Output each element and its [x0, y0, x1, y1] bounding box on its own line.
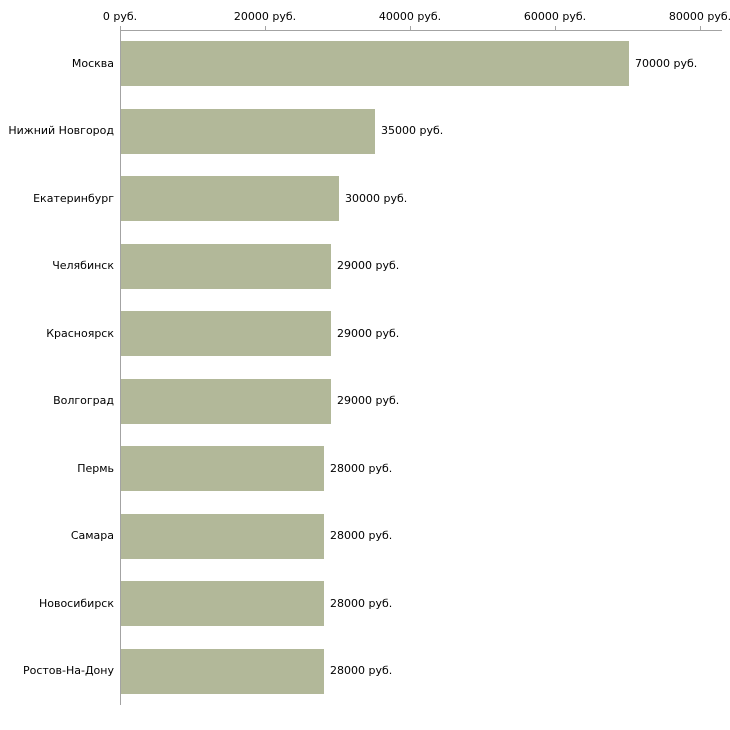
x-tick-label: 80000 руб. — [668, 10, 730, 23]
x-tick-label: 60000 руб. — [523, 10, 587, 23]
value-label: 29000 руб. — [337, 326, 400, 340]
x-tick-mark — [120, 26, 121, 30]
x-axis-line — [120, 30, 722, 31]
category-label: Екатеринбург — [33, 191, 114, 205]
category-label: Москва — [71, 56, 114, 70]
category-label: Пермь — [77, 461, 114, 475]
value-label: 30000 руб. — [345, 191, 408, 205]
value-label: 70000 руб. — [635, 56, 698, 70]
bar — [121, 648, 324, 694]
category-label: Челябинск — [52, 259, 114, 273]
y-axis-line — [120, 30, 121, 705]
category-label: Нижний Новгород — [8, 124, 114, 138]
category-label: Ростов-На-Дону — [22, 664, 114, 678]
value-label: 28000 руб. — [330, 596, 393, 610]
bar — [121, 243, 331, 289]
category-label: Красноярск — [46, 326, 114, 340]
bar — [121, 378, 331, 424]
bar — [121, 108, 375, 154]
value-label: 28000 руб. — [330, 664, 393, 678]
x-tick-mark — [555, 26, 556, 30]
x-tick-mark — [265, 26, 266, 30]
x-tick-mark — [700, 26, 701, 30]
value-label: 28000 руб. — [330, 529, 393, 543]
x-tick-mark — [410, 26, 411, 30]
x-tick-label: 0 руб. — [102, 10, 138, 23]
x-tick-label: 40000 руб. — [378, 10, 442, 23]
x-tick-label: 20000 руб. — [233, 10, 297, 23]
category-label: Самара — [70, 529, 114, 543]
bar — [121, 446, 324, 492]
category-label: Новосибирск — [38, 596, 114, 610]
bar — [121, 513, 324, 559]
value-label: 35000 руб. — [381, 124, 444, 138]
category-label: Волгоград — [53, 394, 114, 408]
value-label: 29000 руб. — [337, 259, 400, 273]
bar — [121, 176, 339, 222]
value-label: 29000 руб. — [337, 394, 400, 408]
bar — [121, 311, 331, 357]
bar — [121, 41, 629, 87]
value-label: 28000 руб. — [330, 461, 393, 475]
bar — [121, 581, 324, 627]
